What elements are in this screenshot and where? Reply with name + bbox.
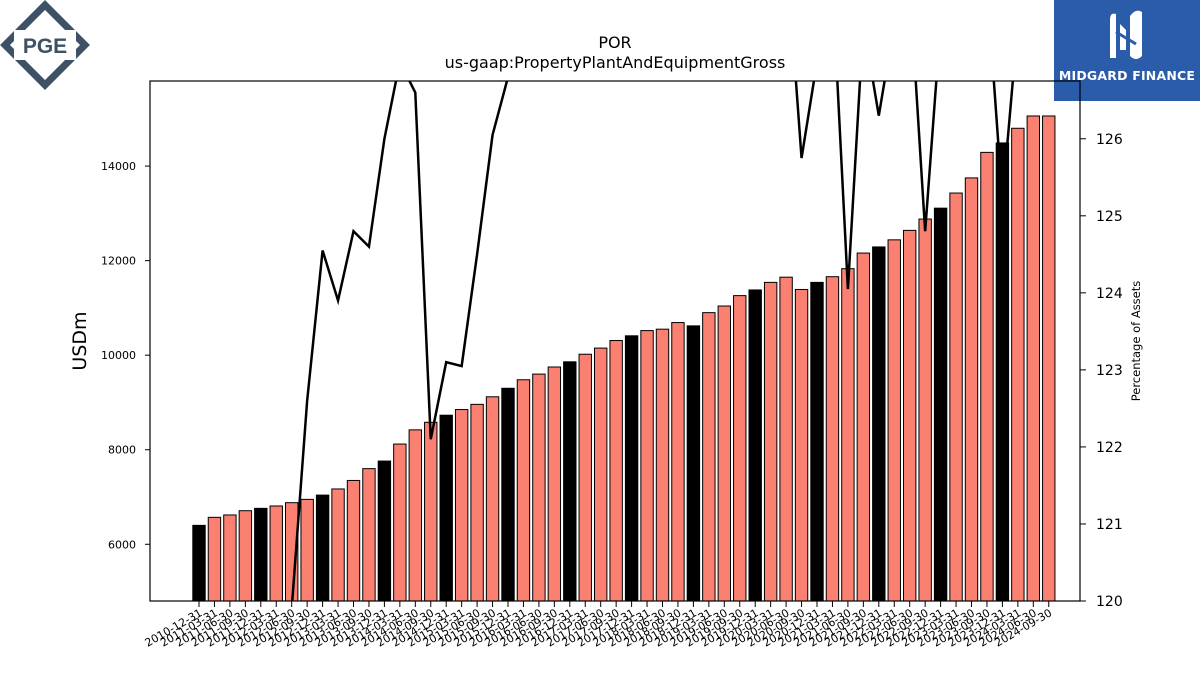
y-axis-label: USDm	[69, 311, 91, 370]
chart-title: POR	[598, 33, 631, 52]
bar-2012-09-30	[300, 498, 314, 601]
midgard-logo-text: MIDGARD FINANCE	[1058, 68, 1196, 83]
bar-2011-03-31	[207, 516, 222, 601]
chart-subtitle: us-gaap:PropertyPlantAndEquipmentGross	[445, 53, 786, 72]
bar-2013-12-31	[377, 460, 392, 601]
bar-2015-09-30	[485, 396, 500, 601]
y2-tick-label: 124	[1096, 286, 1123, 302]
bar-2016-06-30	[532, 373, 546, 601]
bar-2017-09-30	[609, 340, 623, 601]
bar-2021-09-30	[856, 252, 871, 601]
midgard-logo-cut	[1115, 30, 1137, 46]
bar-2013-06-30	[346, 479, 361, 601]
bar-2017-03-31	[578, 353, 592, 601]
bar-2024-06-30	[1026, 115, 1040, 601]
y-tick-label: 14000	[101, 160, 136, 173]
y2-tick-label: 122	[1096, 440, 1123, 456]
bar-2022-03-31	[887, 239, 901, 601]
y2-tick-label: 125	[1096, 209, 1123, 225]
y2-axis-label: Percentage of Assets	[1129, 281, 1143, 402]
pge-logo-mark: PGE	[0, 0, 90, 90]
bar-2013-09-30	[362, 468, 376, 601]
plot-frame	[149, 80, 1081, 602]
bar-2012-12-31	[315, 494, 330, 601]
bar-2014-09-30	[424, 421, 438, 601]
pge-logo: PGE	[0, 0, 90, 90]
bar-2022-12-31	[933, 207, 948, 601]
bar-2015-12-31	[501, 387, 515, 601]
bar-2021-12-31	[872, 246, 886, 601]
y2-tick-label: 120	[1096, 594, 1123, 610]
y-tick-label: 6000	[108, 538, 136, 551]
bar-2024-03-31	[1011, 127, 1025, 601]
bar-2012-03-31	[269, 505, 283, 601]
bar-2021-03-31	[825, 276, 840, 601]
bar-2023-06-30	[964, 177, 979, 601]
bar-2010-12-31	[192, 524, 206, 601]
bar-2023-12-31	[995, 142, 1010, 601]
bar-2019-06-30	[717, 305, 731, 601]
bar-2016-03-31	[516, 379, 531, 601]
y-tick-label: 10000	[101, 349, 136, 362]
bar-2015-06-30	[470, 403, 484, 601]
bar-2019-03-31	[702, 312, 716, 601]
bar-2018-06-30	[655, 328, 670, 601]
bar-2018-12-31	[686, 325, 701, 601]
bar-2014-03-31	[393, 443, 407, 601]
midgard-logo-stroke-left	[1110, 13, 1116, 59]
bar-2017-06-30	[594, 347, 608, 601]
bar-2011-12-31	[254, 507, 268, 601]
bar-2022-06-30	[903, 229, 917, 601]
bar-2022-09-30	[918, 218, 932, 601]
y-tick-label: 12000	[101, 255, 136, 268]
bar-2011-06-30	[223, 514, 237, 601]
y-axis-right: 120 121 122 123 124 125 126	[1080, 132, 1123, 610]
bar-2016-09-30	[547, 366, 562, 601]
bar-2023-09-30	[980, 151, 994, 601]
percentage-of-assets-line	[291, 81, 1015, 601]
bar-2021-06-30	[841, 268, 855, 601]
bar-2014-06-30	[408, 429, 423, 601]
pge-logo-backdrop	[14, 30, 76, 60]
bar-2023-03-31	[949, 192, 963, 601]
x-axis: 2010-12-312011-03-312011-06-302011-09-30…	[143, 601, 1054, 650]
y2-tick-label: 123	[1096, 363, 1123, 379]
y-axis-left: 6000 8000 10000 12000 14000	[101, 160, 150, 551]
bar-2013-03-31	[331, 488, 345, 601]
bar-2015-03-31	[454, 409, 469, 601]
bar-2019-09-30	[733, 295, 747, 601]
bar-2020-06-30	[779, 276, 793, 601]
bar-2018-03-31	[640, 330, 654, 601]
bar-2011-09-30	[238, 510, 253, 601]
midgard-logo-mark	[1110, 10, 1142, 60]
midgard-finance-logo: MIDGARD FINANCE	[1054, 0, 1200, 101]
bar-2024-09-30	[1042, 115, 1056, 601]
y-tick-label: 8000	[108, 444, 136, 457]
y2-tick-label: 121	[1096, 517, 1123, 533]
bar-2020-12-31	[810, 281, 824, 601]
bar-2020-03-31	[763, 281, 778, 601]
bar-2017-12-31	[624, 335, 639, 601]
bar-2016-12-31	[563, 361, 577, 601]
bar-series	[192, 115, 1056, 601]
bar-2014-12-31	[439, 414, 453, 601]
pge-logo-text: PGE	[23, 35, 67, 58]
bar-2020-09-30	[794, 288, 809, 601]
midgard-logo-stroke-right	[1130, 10, 1142, 60]
bar-2019-12-31	[748, 289, 762, 601]
bar-2018-09-30	[671, 322, 685, 601]
y2-tick-label: 126	[1096, 132, 1123, 148]
